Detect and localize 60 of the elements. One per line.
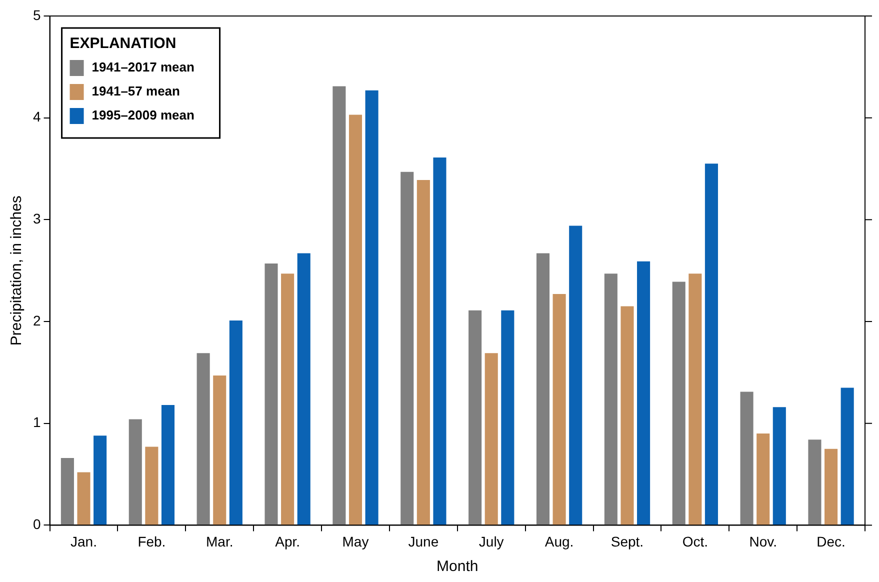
bar [484, 353, 498, 525]
bar [60, 458, 74, 525]
bar [77, 472, 90, 525]
bar [416, 180, 430, 525]
y-tick-label: 0 [32, 516, 41, 532]
bar [281, 274, 294, 525]
bar [620, 306, 634, 525]
y-tick-label: 5 [32, 6, 41, 23]
bar [840, 388, 854, 525]
y-tick-label: 4 [32, 108, 41, 125]
bar [297, 253, 310, 525]
x-tick-label: Aug. [544, 533, 574, 550]
x-tick-label: Apr. [275, 533, 300, 550]
x-tick-label: May [342, 533, 369, 550]
bar [740, 392, 754, 525]
bar [824, 448, 838, 525]
bar [688, 274, 702, 525]
bar [756, 434, 770, 525]
bar [468, 310, 482, 525]
bar [365, 90, 378, 525]
x-tick-label: Nov. [749, 533, 777, 550]
bar [772, 407, 786, 525]
bar [672, 282, 686, 525]
bar [229, 320, 242, 525]
bar [808, 440, 822, 525]
bar [196, 353, 210, 525]
legend-label: 1995–2009 mean [92, 108, 194, 123]
bar [552, 294, 566, 525]
bar [332, 86, 346, 525]
legend-title: EXPLANATION [70, 35, 176, 52]
y-tick-label: 2 [32, 312, 41, 328]
bar [536, 253, 550, 525]
bar [94, 436, 107, 525]
x-tick-label: Sept. [610, 533, 644, 550]
bar [637, 261, 650, 525]
y-axis-title: Precipitation, in inches [8, 196, 26, 346]
x-tick-label: Dec. [816, 533, 846, 550]
legend-label: 1941–57 mean [92, 84, 180, 99]
x-tick-label: June [408, 533, 439, 550]
x-tick-label: Oct. [682, 533, 708, 550]
x-tick-label: Feb. [138, 533, 166, 550]
x-tick-label: Mar. [206, 533, 234, 550]
bar [348, 114, 362, 525]
bar [704, 164, 718, 525]
x-tick-label: July [478, 533, 504, 550]
bar [213, 375, 226, 525]
bar [400, 172, 414, 525]
bar [161, 405, 175, 525]
bar [569, 226, 582, 525]
x-axis-title: Month [436, 558, 478, 576]
x-tick-label: Jan. [70, 533, 97, 550]
legend-label: 1941–2017 mean [92, 60, 194, 75]
bar [433, 158, 446, 525]
y-tick-label: 1 [32, 414, 41, 430]
y-tick-label: 3 [32, 210, 41, 227]
bar [128, 419, 142, 525]
bar [604, 274, 618, 525]
bar [501, 310, 514, 525]
bar [264, 263, 278, 525]
bar [145, 446, 158, 525]
